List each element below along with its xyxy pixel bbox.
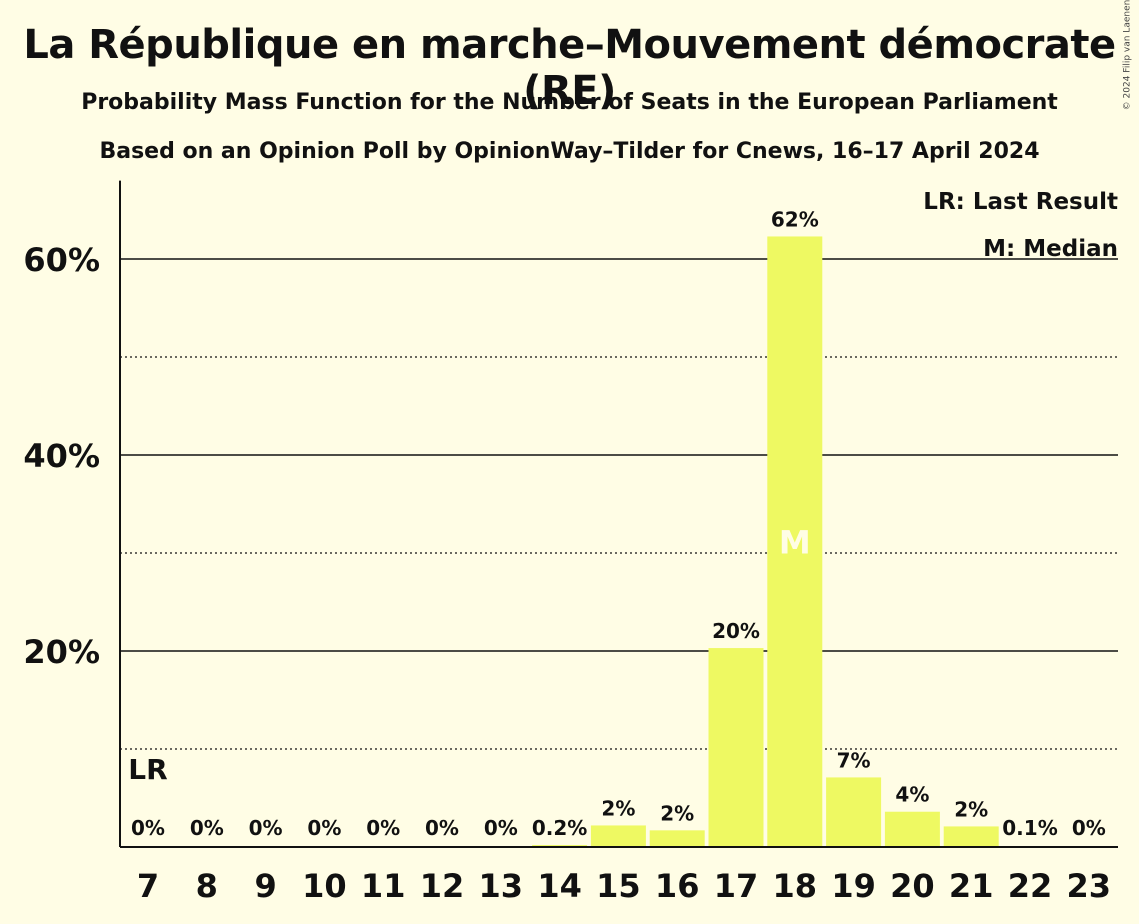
data-label: 4% <box>895 783 929 807</box>
data-label: 0% <box>366 816 400 840</box>
y-tick-label: 20% <box>23 633 100 671</box>
bar <box>649 830 705 847</box>
data-label: 0% <box>249 816 283 840</box>
x-tick-label: 21 <box>949 867 994 905</box>
bar <box>767 236 823 847</box>
bar <box>708 648 764 847</box>
bar <box>884 811 940 847</box>
x-tick-label: 23 <box>1067 867 1112 905</box>
data-label: 0% <box>1072 816 1106 840</box>
bar <box>590 825 646 847</box>
x-tick-label: 14 <box>537 867 582 905</box>
data-label: 0.1% <box>1002 816 1057 840</box>
data-label: 2% <box>601 796 635 820</box>
data-label: 0% <box>190 816 224 840</box>
chart-title: La République en marche–Mouvement démocr… <box>23 22 1116 114</box>
data-label: 62% <box>771 207 819 231</box>
x-tick-label: 13 <box>479 867 524 905</box>
x-tick-label: 10 <box>302 867 347 905</box>
x-tick-label: 20 <box>890 867 935 905</box>
x-tick-label: 9 <box>254 867 276 905</box>
median-marker: M <box>779 524 811 562</box>
x-tick-label: 18 <box>773 867 818 905</box>
x-tick-label: 8 <box>196 867 218 905</box>
y-tick-label: 60% <box>23 241 100 279</box>
data-label: 0% <box>131 816 165 840</box>
data-label: 0% <box>484 816 518 840</box>
x-tick-label: 7 <box>137 867 159 905</box>
data-label: 20% <box>712 619 760 643</box>
x-tick-label: 11 <box>361 867 406 905</box>
bar <box>943 826 999 847</box>
y-tick-label: 40% <box>23 437 100 475</box>
data-label: 0% <box>425 816 459 840</box>
legend-median: M: Median <box>983 236 1118 262</box>
last-result-marker: LR <box>128 753 167 786</box>
x-tick-label: 15 <box>596 867 641 905</box>
data-label: 7% <box>837 748 871 772</box>
data-label: 2% <box>660 801 694 825</box>
legend-last-result: LR: Last Result <box>923 189 1118 215</box>
x-tick-label: 12 <box>420 867 465 905</box>
x-tick-label: 19 <box>831 867 876 905</box>
bar <box>826 777 882 847</box>
data-label: 0.2% <box>532 816 587 840</box>
data-label: 0% <box>307 816 341 840</box>
data-label: 2% <box>954 797 988 821</box>
x-tick-label: 22 <box>1008 867 1053 905</box>
x-tick-label: 17 <box>714 867 759 905</box>
chart-subtitle: Probability Mass Function for the Number… <box>81 90 1058 115</box>
x-tick-label: 16 <box>655 867 700 905</box>
chart-subtitle-source: Based on an Opinion Poll by OpinionWay–T… <box>99 139 1040 164</box>
